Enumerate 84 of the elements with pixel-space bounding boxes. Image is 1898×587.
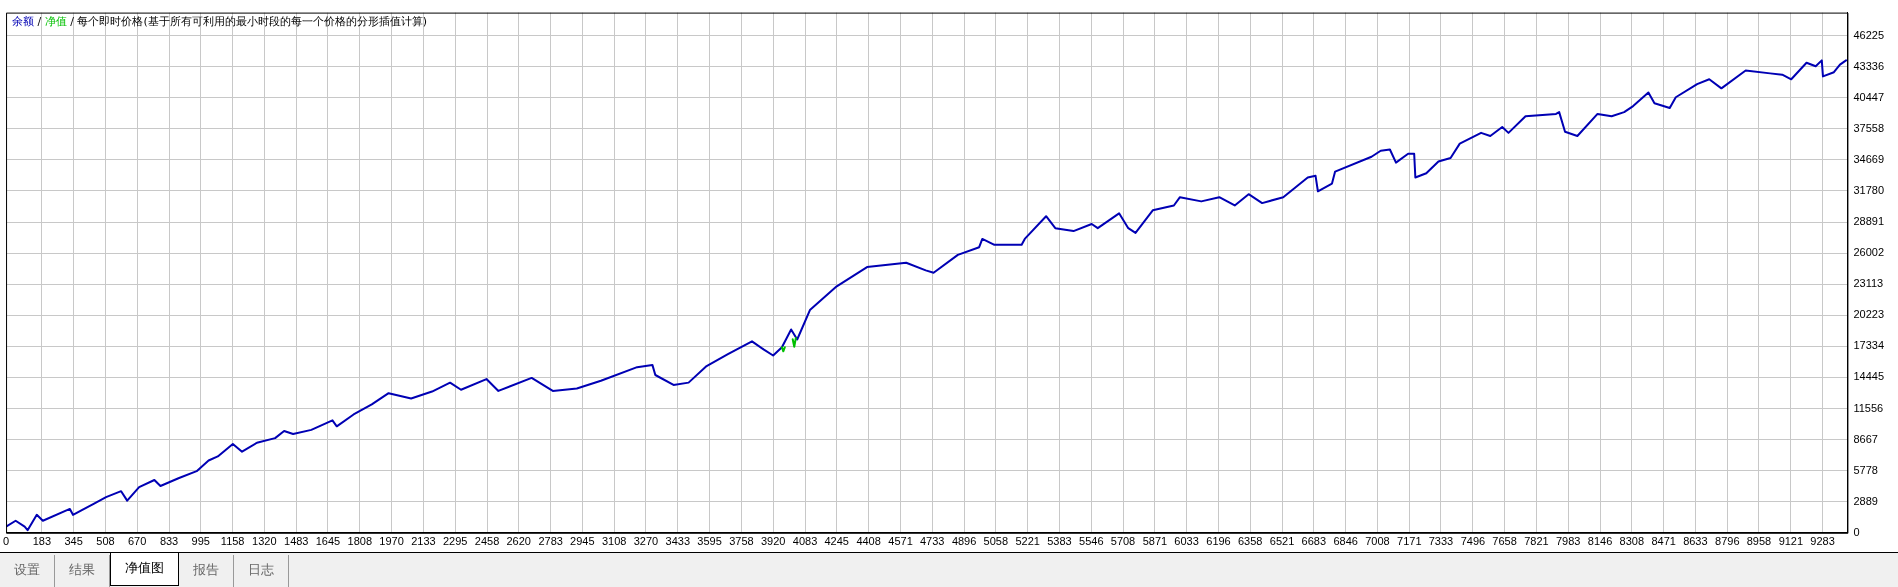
x-tick-label: 1970: [379, 535, 404, 548]
x-tick-label: 7983: [1555, 535, 1581, 548]
x-tick-label: 5221: [1015, 535, 1040, 548]
x-tick-label: 1483: [284, 535, 309, 548]
y-tick-label: 0: [1853, 525, 1860, 538]
x-tick-label: 0: [3, 535, 10, 548]
x-tick-label: 3920: [760, 535, 786, 548]
text: 日志: [234, 555, 289, 587]
y-tick-label: 37558: [1853, 121, 1885, 134]
x-tick-label: 8796: [1715, 535, 1740, 548]
x-tick-label: 670: [127, 535, 147, 548]
y-tick-label: 20223: [1853, 308, 1885, 321]
x-tick-label: 7171: [1397, 535, 1422, 548]
text: /: [70, 15, 74, 29]
x-tick-label: 4083: [792, 535, 818, 548]
y-tick-label: 14445: [1853, 370, 1885, 383]
x-tick-label: 2783: [538, 535, 563, 548]
x-tick-label: 1808: [347, 535, 373, 548]
x-tick-label: 5383: [1047, 535, 1072, 548]
y-tick-label: 46225: [1853, 28, 1885, 41]
x-tick-label: 2458: [474, 535, 500, 548]
x-tick-label: 3270: [633, 535, 659, 548]
chart-title: 每个即时价格(基于所有可利用的最小时段的每一个价格的分形插值计算): [77, 15, 428, 29]
x-tick-label: 1320: [252, 535, 277, 548]
x-tick-label: 8633: [1683, 535, 1708, 548]
x-tick-label: 7008: [1365, 535, 1390, 548]
x-tick-label: 2620: [506, 535, 531, 548]
x-tick-label: 7658: [1492, 535, 1517, 548]
x-tick-label: 7333: [1428, 535, 1454, 548]
x-tick-label: 183: [32, 535, 52, 548]
text: 余额: [12, 15, 35, 29]
y-tick-label: 2889: [1853, 494, 1878, 507]
x-tick-label: 6521: [1269, 535, 1295, 548]
x-tick-label: 6846: [1333, 535, 1358, 548]
x-tick-label: 8146: [1587, 535, 1613, 548]
x-tick-label: 2945: [570, 535, 595, 548]
text: 报告: [179, 555, 234, 587]
y-tick-label: 28891: [1853, 215, 1885, 228]
x-tick-label: 345: [64, 535, 83, 548]
x-tick-label: 508: [96, 535, 115, 548]
x-tick-label: 4571: [888, 535, 913, 548]
x-tick-label: 2133: [411, 535, 436, 548]
x-tick-label: 5058: [983, 535, 1009, 548]
annotation: /: [34, 15, 45, 29]
y-tick-label: 43336: [1853, 59, 1885, 72]
x-tick-label: 995: [191, 535, 210, 548]
text: 设置: [0, 555, 55, 587]
y-tick-label: 5778: [1853, 463, 1878, 476]
x-tick-label: 9283: [1810, 535, 1835, 548]
y-tick-label: 17334: [1853, 339, 1885, 352]
y-tick-label: 34669: [1853, 152, 1885, 165]
x-tick-label: 8308: [1619, 535, 1645, 548]
x-tick-label: 4245: [824, 535, 849, 548]
text: 结果: [55, 555, 110, 587]
x-tick-label: 6358: [1237, 535, 1263, 548]
x-tick-label: 6196: [1206, 535, 1231, 548]
x-tick-label: 1645: [315, 535, 341, 548]
y-tick-label: 23113: [1853, 277, 1884, 290]
x-tick-label: 5546: [1079, 535, 1104, 548]
x-tick-label: 6033: [1174, 535, 1199, 548]
y-tick-label: 8667: [1853, 432, 1878, 445]
x-tick-label: 833: [159, 535, 179, 548]
x-tick-label: 1158: [220, 535, 245, 548]
x-tick-label: 9121: [1778, 535, 1804, 548]
x-tick-label: 3433: [665, 535, 691, 548]
x-tick-label: 5708: [1110, 535, 1136, 548]
x-tick-label: 8958: [1746, 535, 1772, 548]
x-tick-label: 5871: [1142, 535, 1168, 548]
x-tick-label: 3595: [697, 535, 722, 548]
y-tick-label: 40447: [1853, 90, 1885, 103]
x-tick-label: 4733: [919, 535, 945, 548]
y-tick-label: 26002: [1853, 246, 1885, 259]
x-tick-label: 6683: [1301, 535, 1327, 548]
x-tick-label: 7496: [1460, 535, 1486, 548]
x-tick-label: 3758: [729, 535, 754, 548]
x-tick-label: 4896: [951, 535, 977, 548]
text: 净值: [44, 15, 67, 29]
y-tick-label: 11556: [1853, 401, 1884, 414]
y-tick-label: 31780: [1853, 183, 1885, 196]
x-tick-label: 4408: [856, 535, 881, 548]
x-tick-label: 2295: [442, 535, 468, 548]
x-tick-label: 7821: [1524, 535, 1549, 548]
x-tick-label: 8471: [1651, 535, 1676, 548]
x-tick-label: 3108: [601, 535, 627, 548]
